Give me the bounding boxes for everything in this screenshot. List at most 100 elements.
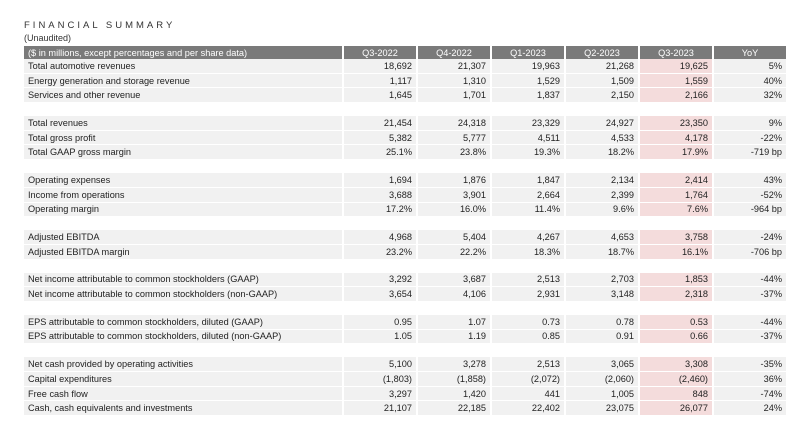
cell-q3-2022: (1,803) xyxy=(344,372,416,387)
table-row: Total automotive revenues 18,692 21,307 19,… xyxy=(24,59,786,74)
cell-q1-2023: 1,529 xyxy=(492,73,564,89)
cell-q1-2023: (2,072) xyxy=(492,372,564,387)
header-q1-2023: Q1-2023 xyxy=(492,46,564,59)
cell-q3-2022: 5,100 xyxy=(344,357,416,372)
cell-q3-2023: 1,853 xyxy=(640,272,712,288)
table-row: Cash, cash equivalents and investments 21… xyxy=(24,401,786,417)
cell-yoy: 40% xyxy=(714,73,786,89)
cell-q2-2023: (2,060) xyxy=(566,372,638,387)
row-label: Net income attributable to common stockh… xyxy=(24,287,342,302)
cell-q2-2023: 18.2% xyxy=(566,145,638,161)
table-row: Net cash provided by operating activitie… xyxy=(24,357,786,372)
cell-yoy: -22% xyxy=(714,130,786,146)
cell-q2-2023: 18.7% xyxy=(566,244,638,260)
table-row: Energy generation and storage revenue 1,1… xyxy=(24,73,786,89)
cell-q4-2022: 1,701 xyxy=(418,88,490,104)
row-label: Total gross profit xyxy=(24,130,342,146)
table-row: Total GAAP gross margin 25.1% 23.8% 19.3% 18… xyxy=(24,145,786,161)
cell-q2-2023: 3,065 xyxy=(566,357,638,372)
table-row: Total gross profit 5,382 5,777 4,511 4,533 4,… xyxy=(24,130,786,146)
cell-yoy: -37% xyxy=(714,329,786,345)
cell-q4-2022: 23.8% xyxy=(418,145,490,161)
cell-q3-2023: 848 xyxy=(640,386,712,402)
row-label: Net cash provided by operating activitie… xyxy=(24,357,342,372)
cell-yoy: 5% xyxy=(714,59,786,74)
cell-q2-2023: 2,134 xyxy=(566,173,638,188)
cell-q2-2023: 3,148 xyxy=(566,287,638,302)
cell-q3-2022: 21,107 xyxy=(344,401,416,417)
financial-table: ($ in millions, except percentages and p… xyxy=(22,46,788,417)
cell-yoy: 43% xyxy=(714,173,786,188)
cell-q1-2023: 2,513 xyxy=(492,357,564,372)
cell-q4-2022: 22,185 xyxy=(418,401,490,417)
cell-q1-2023: 1,837 xyxy=(492,88,564,104)
cell-q3-2023: 0.66 xyxy=(640,329,712,345)
table-row: Net income attributable to common stockh… xyxy=(24,287,786,302)
row-label: Total automotive revenues xyxy=(24,59,342,74)
cell-q2-2023: 2,399 xyxy=(566,187,638,203)
cell-yoy: -35% xyxy=(714,357,786,372)
cell-q4-2022: (1,858) xyxy=(418,372,490,387)
cell-q3-2023: 16.1% xyxy=(640,244,712,260)
spacer-row xyxy=(24,103,786,117)
cell-q3-2023: 4,178 xyxy=(640,130,712,146)
cell-yoy: -706 bp xyxy=(714,244,786,260)
cell-q3-2023: 17.9% xyxy=(640,145,712,161)
cell-q4-2022: 16.0% xyxy=(418,202,490,218)
spacer xyxy=(24,160,786,174)
cell-q1-2023: 19.3% xyxy=(492,145,564,161)
cell-q1-2023: 4,511 xyxy=(492,130,564,146)
cell-q1-2023: 1,847 xyxy=(492,173,564,188)
cell-q3-2023: 1,764 xyxy=(640,187,712,203)
cell-q4-2022: 3,278 xyxy=(418,357,490,372)
cell-q3-2022: 21,454 xyxy=(344,116,416,131)
spacer-row xyxy=(24,344,786,358)
cell-q4-2022: 24,318 xyxy=(418,116,490,131)
cell-q4-2022: 5,777 xyxy=(418,130,490,146)
cell-q1-2023: 4,267 xyxy=(492,230,564,245)
page-title: FINANCIAL SUMMARY xyxy=(24,20,176,31)
cell-q4-2022: 1.19 xyxy=(418,329,490,345)
spacer xyxy=(24,344,786,358)
cell-q3-2023: 3,758 xyxy=(640,230,712,245)
cell-q3-2023: 2,166 xyxy=(640,88,712,104)
cell-q3-2022: 17.2% xyxy=(344,202,416,218)
financial-summary: FINANCIAL SUMMARY (Unaudited) ($ in mill… xyxy=(22,20,788,417)
cell-yoy: 24% xyxy=(714,401,786,417)
cell-q4-2022: 21,307 xyxy=(418,59,490,74)
cell-q1-2023: 0.73 xyxy=(492,314,564,330)
cell-q1-2023: 22,402 xyxy=(492,401,564,417)
cell-yoy: 36% xyxy=(714,372,786,387)
row-label: Energy generation and storage revenue xyxy=(24,73,342,89)
cell-yoy: -44% xyxy=(714,272,786,288)
cell-q3-2023: 19,625 xyxy=(640,59,712,74)
spacer xyxy=(24,259,786,273)
spacer xyxy=(24,217,786,231)
cell-q2-2023: 2,703 xyxy=(566,272,638,288)
row-label: Capital expenditures xyxy=(24,372,342,387)
table-header: ($ in millions, except percentages and p… xyxy=(24,46,786,59)
cell-q2-2023: 9.6% xyxy=(566,202,638,218)
cell-q2-2023: 23,075 xyxy=(566,401,638,417)
page-subtitle: (Unaudited) xyxy=(24,33,72,43)
cell-q3-2023: 0.53 xyxy=(640,314,712,330)
cell-yoy: 9% xyxy=(714,116,786,131)
cell-q1-2023: 11.4% xyxy=(492,202,564,218)
cell-q3-2022: 1,694 xyxy=(344,173,416,188)
cell-q2-2023: 1,005 xyxy=(566,386,638,402)
cell-q3-2022: 3,292 xyxy=(344,272,416,288)
header-yoy: YoY xyxy=(714,46,786,59)
cell-q1-2023: 2,513 xyxy=(492,272,564,288)
cell-q4-2022: 5,404 xyxy=(418,230,490,245)
cell-q3-2022: 25.1% xyxy=(344,145,416,161)
cell-q3-2022: 3,654 xyxy=(344,287,416,302)
cell-q2-2023: 4,533 xyxy=(566,130,638,146)
cell-yoy: -52% xyxy=(714,187,786,203)
cell-q2-2023: 21,268 xyxy=(566,59,638,74)
row-label: Income from operations xyxy=(24,187,342,203)
cell-q3-2023: (2,460) xyxy=(640,372,712,387)
cell-yoy: -964 bp xyxy=(714,202,786,218)
cell-q3-2022: 0.95 xyxy=(344,314,416,330)
spacer-row xyxy=(24,217,786,231)
cell-q3-2022: 3,688 xyxy=(344,187,416,203)
